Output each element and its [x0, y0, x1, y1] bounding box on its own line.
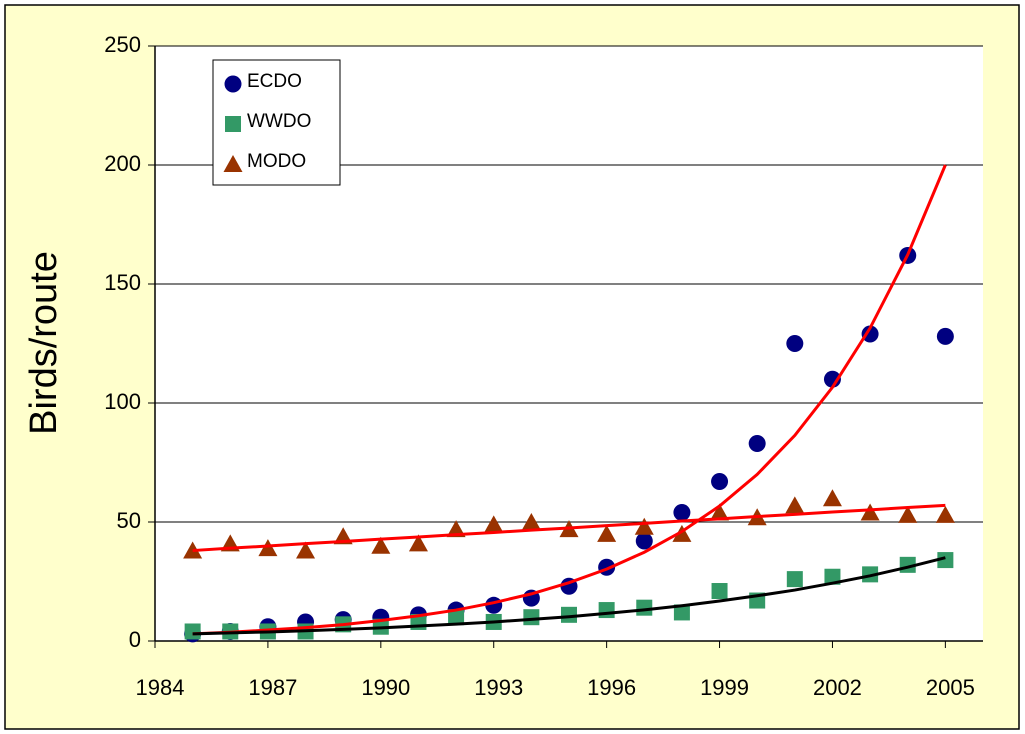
point [936, 327, 954, 345]
point [371, 536, 391, 554]
point [711, 583, 728, 600]
y-axis-label: Birds/route [23, 251, 65, 435]
point [635, 532, 653, 550]
x-tick-label: 2005 [926, 675, 975, 700]
point [634, 517, 654, 535]
point [523, 609, 540, 626]
point [258, 539, 278, 557]
point [673, 604, 690, 621]
point [898, 505, 918, 523]
point [448, 609, 465, 626]
legend-label: MODO [247, 151, 306, 172]
point [636, 599, 653, 616]
y-tick-label: 100 [104, 389, 141, 414]
point [861, 325, 879, 343]
x-tick-label: 1996 [587, 675, 636, 700]
trend-line [192, 164, 947, 636]
trend-line [192, 556, 946, 636]
y-tick-label: 50 [117, 508, 141, 533]
point [748, 434, 766, 452]
x-tick-label: 2002 [813, 675, 862, 700]
point [785, 496, 805, 514]
point [860, 503, 880, 521]
point [935, 505, 955, 523]
y-tick-label: 200 [104, 151, 141, 176]
point [937, 552, 954, 569]
point [823, 370, 841, 388]
point [408, 534, 428, 552]
point [822, 489, 842, 507]
legend-marker [225, 116, 241, 132]
point [786, 335, 804, 352]
point [598, 602, 615, 619]
point [521, 513, 541, 530]
legend-label: WWDO [247, 111, 311, 132]
point [711, 473, 729, 491]
legend-marker [224, 75, 242, 93]
point [561, 606, 577, 623]
y-tick-label: 250 [104, 32, 141, 57]
point [673, 503, 691, 521]
point [484, 515, 504, 533]
point [786, 571, 803, 588]
x-tick-label: 1999 [700, 675, 749, 700]
x-tick-label: 1987 [248, 675, 297, 700]
point [710, 503, 730, 521]
y-tick-label: 150 [104, 270, 141, 295]
point [824, 568, 841, 585]
legend-label: ECDO [247, 71, 302, 92]
trend-line [192, 503, 946, 553]
x-tick-label: 1993 [474, 675, 523, 700]
y-tick-label: 0 [129, 627, 141, 652]
point [296, 541, 316, 559]
legend: ECDO WWDO MODO [212, 59, 341, 186]
x-tick-label: 1984 [136, 675, 185, 700]
point [184, 623, 201, 640]
point [672, 524, 692, 542]
point [597, 524, 617, 542]
x-tick-label: 1990 [361, 675, 410, 700]
legend-marker [223, 155, 243, 172]
